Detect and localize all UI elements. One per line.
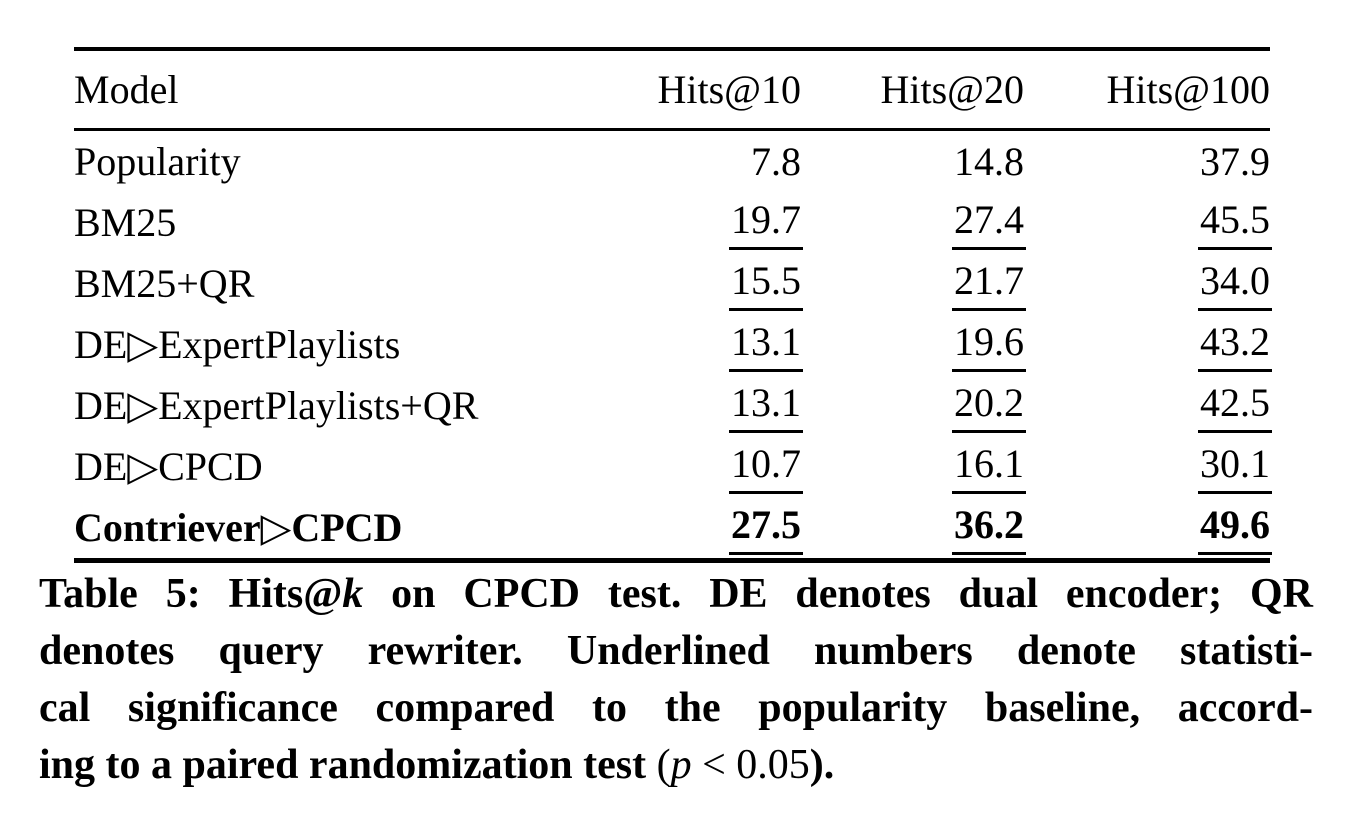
value-cell-hits20: 16.1	[801, 436, 1026, 497]
caption-segment: k	[342, 571, 364, 617]
metric-value: 20.2	[952, 381, 1026, 433]
metric-value: 7.8	[751, 139, 801, 184]
value-cell-hits100: 37.9	[1024, 130, 1270, 193]
metric-value: 42.5	[1198, 381, 1272, 433]
metric-value: 49.6	[1198, 503, 1272, 555]
metric-value: 27.5	[729, 503, 803, 555]
value-cell-hits10: 27.5	[588, 497, 803, 561]
caption-segment: < 0.05	[691, 742, 810, 788]
value-cell-hits10: 15.5	[588, 253, 803, 314]
column-header-hits20: Hits@20	[801, 49, 1024, 131]
table-row: DE▷ExpertPlaylists+QR 13.1 20.2 42.5	[74, 375, 1272, 436]
table-body: Popularity 7.8 14.8 37.9 BM25 19.7 27.4 …	[74, 130, 1272, 561]
model-cell: DE▷CPCD	[74, 444, 263, 489]
model-cell: Contriever▷CPCD	[74, 505, 403, 550]
value-cell-hits100: 42.5	[1024, 375, 1272, 436]
caption-line: denotes query rewriter. Underlined numbe…	[39, 623, 1313, 680]
value-cell-hits10: 13.1	[588, 314, 803, 375]
metric-value: 19.7	[729, 198, 803, 250]
metric-value: 13.1	[729, 381, 803, 433]
metric-value: 36.2	[952, 503, 1026, 555]
caption-line: cal significance compared to the popular…	[39, 680, 1313, 737]
value-cell-hits20: 14.8	[801, 130, 1024, 193]
value-cell-hits100: 49.6	[1024, 497, 1272, 561]
table-caption: Table 5: Hits@k on CPCD test. DE denotes…	[39, 566, 1313, 794]
caption-segment: cal significance compared to the popular…	[39, 685, 1313, 731]
caption-segment: denotes query rewriter. Underlined numbe…	[39, 628, 1313, 674]
metric-value: 15.5	[729, 259, 803, 311]
metric-value: 21.7	[952, 259, 1026, 311]
caption-segment: Table 5: Hits@	[39, 571, 343, 617]
model-cell: DE▷ExpertPlaylists+QR	[74, 383, 479, 428]
metric-value: 43.2	[1198, 320, 1272, 372]
metric-value: 13.1	[729, 320, 803, 372]
table-row: Popularity 7.8 14.8 37.9	[74, 130, 1270, 193]
caption-segment: ).	[809, 742, 835, 788]
results-table: Model Hits@10 Hits@20 Hits@100 Popularit…	[74, 47, 1272, 563]
metric-value: 37.9	[1200, 139, 1270, 184]
value-cell-hits100: 43.2	[1024, 314, 1272, 375]
header-row: Model Hits@10 Hits@20 Hits@100	[74, 49, 1270, 131]
caption-segment: ing to a paired randomization test	[39, 742, 657, 788]
value-cell-hits10: 7.8	[588, 130, 801, 193]
caption-segment: (	[656, 742, 671, 788]
table-row: BM25 19.7 27.4 45.5	[74, 192, 1272, 253]
value-cell-hits100: 45.5	[1024, 192, 1272, 253]
column-header-model: Model	[74, 49, 588, 131]
column-header-hits100: Hits@100	[1024, 49, 1270, 131]
column-header-hits10: Hits@10	[588, 49, 801, 131]
metric-value: 30.1	[1198, 442, 1272, 494]
table-row: DE▷CPCD 10.7 16.1 30.1	[74, 436, 1272, 497]
value-cell-hits20: 36.2	[801, 497, 1026, 561]
table-row: Contriever▷CPCD 27.5 36.2 49.6	[74, 497, 1272, 561]
model-cell: BM25+QR	[74, 261, 255, 306]
metric-value: 19.6	[952, 320, 1026, 372]
table-row: BM25+QR 15.5 21.7 34.0	[74, 253, 1272, 314]
model-cell: BM25	[74, 200, 177, 245]
value-cell-hits20: 19.6	[801, 314, 1026, 375]
value-cell-hits100: 34.0	[1024, 253, 1272, 314]
table-row: DE▷ExpertPlaylists 13.1 19.6 43.2	[74, 314, 1272, 375]
value-cell-hits20: 21.7	[801, 253, 1026, 314]
metric-value: 10.7	[729, 442, 803, 494]
model-cell: DE▷ExpertPlaylists	[74, 322, 401, 367]
metric-value: 14.8	[954, 139, 1024, 184]
metric-value: 34.0	[1198, 259, 1272, 311]
value-cell-hits100: 30.1	[1024, 436, 1272, 497]
metric-value: 16.1	[952, 442, 1026, 494]
value-cell-hits10: 13.1	[588, 375, 803, 436]
value-cell-hits20: 20.2	[801, 375, 1026, 436]
value-cell-hits10: 10.7	[588, 436, 803, 497]
caption-line: Table 5: Hits@k on CPCD test. DE denotes…	[39, 566, 1313, 623]
model-cell: Popularity	[74, 139, 241, 184]
caption-segment: on CPCD test. DE denotes dual encoder; Q…	[363, 571, 1313, 617]
metric-value: 45.5	[1198, 198, 1272, 250]
caption-line: ing to a paired randomization test (p < …	[39, 737, 1313, 794]
metric-value: 27.4	[952, 198, 1026, 250]
caption-segment: p	[670, 742, 692, 788]
value-cell-hits10: 19.7	[588, 192, 803, 253]
value-cell-hits20: 27.4	[801, 192, 1026, 253]
